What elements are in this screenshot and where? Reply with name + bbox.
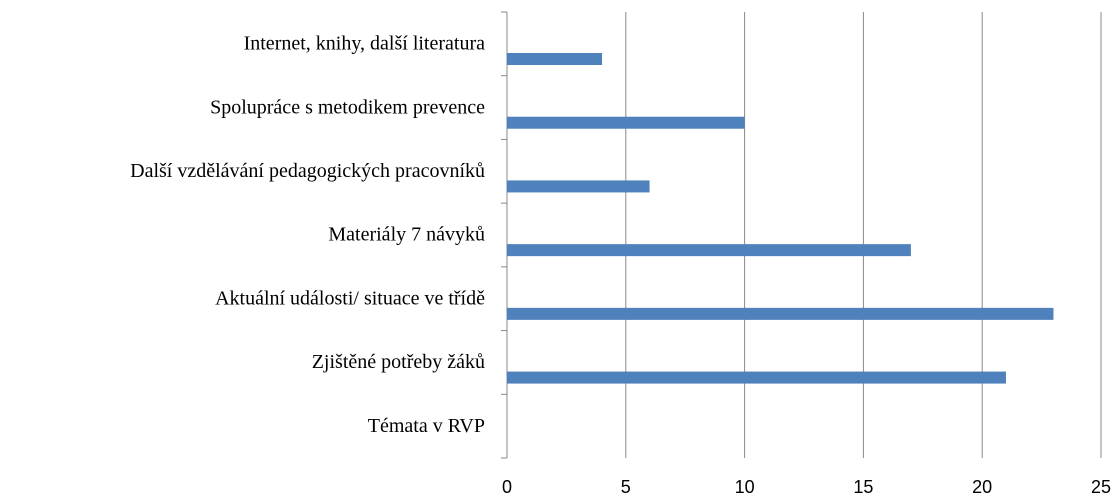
y-tick-label: Internet, knihy, další literatura — [244, 33, 486, 55]
bar — [507, 116, 745, 129]
y-tick-label: Zjištěné potřeby žáků — [312, 351, 485, 373]
bar — [507, 307, 1054, 320]
y-tick-label: Materiály 7 návyků — [328, 224, 485, 246]
y-tick-label: Aktuální události/ situace ve třídě — [215, 287, 485, 309]
x-tick-label: 25 — [1091, 477, 1111, 497]
x-tick-label: 20 — [972, 477, 992, 497]
bar — [507, 180, 650, 193]
y-tick-label: Témata v RVP — [368, 415, 485, 437]
x-tick-label: 10 — [735, 477, 755, 497]
x-tick-label: 0 — [502, 477, 512, 497]
bar — [507, 371, 1006, 384]
x-tick-label: 15 — [853, 477, 873, 497]
bar — [507, 53, 603, 65]
bar — [507, 244, 911, 257]
x-tick-label: 5 — [621, 477, 631, 497]
y-tick-label: Další vzdělávání pedagogických pracovník… — [130, 160, 485, 182]
y-tick-label: Spolupráce s metodikem prevence — [210, 96, 485, 118]
